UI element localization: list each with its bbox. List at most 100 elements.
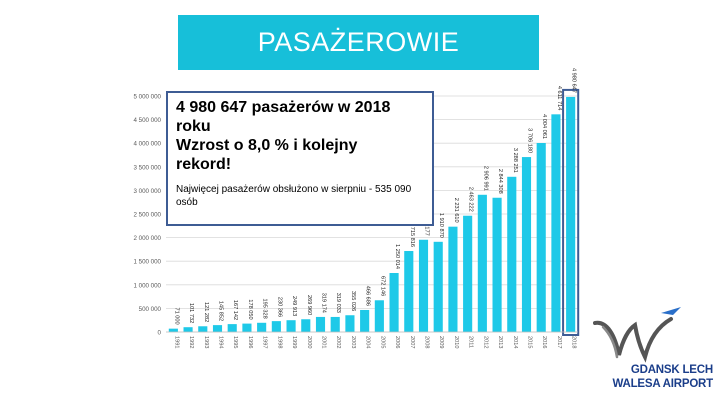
y-tick-label: 0 (158, 330, 162, 337)
x-tick-label: 2001 (321, 336, 327, 348)
y-tick-label: 3 000 000 (133, 188, 161, 195)
bar (404, 251, 414, 332)
y-tick-label: 500 000 (139, 306, 162, 313)
x-tick-label: 1998 (276, 336, 282, 348)
bar (566, 96, 576, 333)
bar-data-label: 145 852 (218, 301, 224, 321)
callout-headline-2: roku (176, 118, 211, 135)
y-tick-label: 5 000 000 (133, 94, 161, 101)
x-tick-label: 2015 (527, 336, 533, 348)
bar (183, 327, 193, 332)
bar-data-label: 230 366 (276, 297, 282, 317)
bar (198, 326, 208, 332)
x-tick-label: 1999 (291, 336, 297, 348)
x-tick-label: 1994 (218, 336, 224, 348)
x-tick-label: 2009 (438, 336, 444, 348)
logo-word-walesa: WALESA (612, 378, 661, 390)
bar-data-label: 2 844 308 (497, 169, 503, 194)
bar-data-label: 4 980 647 (571, 68, 577, 93)
bar (536, 143, 546, 332)
x-tick-label: 1991 (173, 336, 179, 348)
bar-data-label: 1 910 870 (438, 213, 444, 238)
bar (418, 239, 429, 332)
bar (330, 316, 340, 332)
bar-data-label: 121 282 (203, 302, 209, 322)
summary-callout: 4 980 647 pasażerów w 2018 roku Wzrost o… (166, 91, 434, 226)
x-tick-label: 1993 (203, 336, 209, 348)
x-tick-label: 2014 (512, 336, 518, 348)
x-tick-label: 2006 (394, 336, 400, 348)
bar-data-label: 3 288 251 (512, 148, 518, 173)
bird-wings-icon (593, 307, 681, 363)
bar (448, 226, 458, 332)
bar (168, 328, 178, 332)
callout-headline-3: Wzrost o 8,0 % i kolejny (176, 137, 358, 154)
x-tick-label: 1996 (247, 336, 253, 348)
y-tick-label: 4 500 000 (133, 117, 161, 124)
bar (315, 316, 326, 332)
bar (389, 272, 399, 332)
bar (271, 321, 281, 332)
bar (227, 324, 237, 332)
bar (360, 309, 370, 332)
x-tick-label: 1995 (232, 336, 238, 348)
bar-data-label: 71 000 (173, 308, 179, 325)
bar-data-label: 1 715 816 (409, 222, 415, 247)
bar (551, 114, 561, 332)
x-tick-label: 1992 (188, 336, 194, 348)
x-tick-label: 2004 (365, 336, 371, 348)
bar (521, 157, 532, 332)
y-tick-label: 4 000 000 (133, 141, 161, 148)
y-tick-label: 2 500 000 (133, 212, 161, 219)
bar (492, 197, 502, 332)
x-tick-label: 2018 (571, 336, 577, 348)
x-tick-label: 2017 (556, 336, 562, 348)
bar-data-label: 355 026 (350, 291, 356, 311)
highlight-frame (562, 88, 580, 336)
x-tick-label: 2005 (379, 336, 385, 348)
x-tick-label: 2016 (541, 336, 547, 348)
bar (477, 194, 487, 332)
bar-data-label: 101 732 (188, 303, 194, 323)
callout-headline-1: 4 980 647 pasażerów w 2018 (176, 99, 391, 116)
bar-data-label: 319 033 (335, 293, 341, 313)
bar-data-label: 2 463 222 (468, 187, 474, 212)
x-tick-label: 2002 (335, 336, 341, 348)
bar (212, 325, 223, 332)
bar-data-label: 1 250 014 (394, 244, 400, 269)
x-tick-label: 2011 (468, 336, 474, 348)
bar-data-label: 466 686 (365, 286, 371, 306)
x-tick-label: 2008 (424, 336, 430, 348)
bar-data-label: 269 960 (306, 295, 312, 315)
bar-data-label: 3 706 180 (527, 128, 533, 153)
bar-data-label: 2 906 991 (482, 166, 488, 191)
logo-word-airport: AIRPORT (662, 378, 714, 390)
bar-data-label: 4 004 061 (541, 114, 547, 139)
y-tick-label: 3 500 000 (133, 164, 161, 171)
bar (257, 322, 267, 332)
title-banner: PASAŻEROWIE (178, 15, 539, 70)
bar (374, 300, 384, 332)
bar (242, 323, 252, 332)
y-tick-label: 2 000 000 (133, 235, 161, 242)
bar (345, 315, 355, 332)
x-tick-label: 2000 (306, 336, 312, 348)
y-tick-label: 1 500 000 (133, 259, 161, 266)
callout-headline-4: rekord! (176, 156, 232, 173)
bar-data-label: 319 174 (321, 293, 327, 313)
bar (286, 320, 296, 332)
x-tick-label: 2013 (497, 336, 503, 348)
bar (433, 241, 443, 332)
bar-data-label: 672 146 (379, 276, 385, 296)
logo-text-line-1: GDANSK LECH (591, 364, 713, 376)
airport-logo: GDANSK LECH WALESA AIRPORT (585, 305, 713, 397)
x-tick-label: 2007 (409, 336, 415, 348)
logo-word-lech: LECH (682, 364, 713, 376)
bar-data-label: 178 050 (247, 299, 253, 319)
bar (463, 215, 473, 332)
bar (507, 176, 517, 332)
slide-title: PASAŻEROWIE (257, 27, 460, 57)
x-tick-label: 2010 (453, 336, 459, 348)
callout-note: Najwięcej pasażerów obsłużono w sierpniu… (176, 184, 412, 208)
